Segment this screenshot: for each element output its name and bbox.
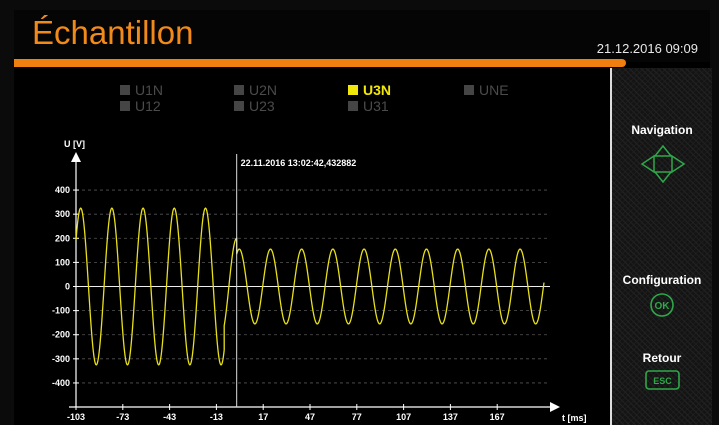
x-tick-label: -13	[210, 412, 223, 422]
header: Échantillon 21.12.2016 09:09	[14, 10, 710, 62]
x-tick-label: -103	[67, 412, 85, 422]
svg-text:OK: OK	[655, 301, 671, 312]
channel-legend: U1N U2N U3N UNE U12 U23 U31	[14, 68, 610, 128]
ok-button-icon[interactable]: OK	[649, 292, 675, 318]
legend-item-u23[interactable]: U23	[234, 98, 275, 114]
x-tick-label: 77	[352, 412, 362, 422]
x-tick-label: 107	[396, 412, 411, 422]
y-tick-label: 200	[55, 233, 70, 243]
y-tick-label: 100	[55, 257, 70, 267]
legend-swatch-icon	[464, 85, 474, 95]
legend-item-u31[interactable]: U31	[348, 98, 389, 114]
legend-swatch-icon	[120, 101, 130, 111]
y-tick-label: 400	[55, 185, 70, 195]
x-tick-label: 47	[305, 412, 315, 422]
x-tick-label: 137	[443, 412, 458, 422]
datetime-display: 21.12.2016 09:09	[596, 41, 698, 56]
legend-swatch-icon	[234, 85, 244, 95]
x-tick-label: -73	[116, 412, 129, 422]
page-title: Échantillon	[32, 14, 194, 51]
legend-item-u2n[interactable]: U2N	[234, 82, 277, 98]
y-tick-label: 0	[65, 282, 70, 292]
y-tick-label: -200	[52, 330, 70, 340]
legend-swatch-icon	[348, 85, 358, 95]
app-frame: Échantillon 21.12.2016 09:09 U1N U2N U3N…	[14, 10, 712, 425]
cursor-timestamp: 22.11.2016 13:02:42,432882	[241, 158, 357, 168]
navigation-label: Navigation	[631, 123, 693, 137]
x-tick-labels: -103 -73 -43 -13 17 47 77 107 137 167	[67, 404, 505, 422]
y-axis-label: U [V]	[64, 139, 85, 149]
function-sidebar: Navigation Configuration OK Retour ESC	[610, 68, 712, 425]
x-axis-label: t [ms]	[562, 413, 587, 423]
y-tick-label: -400	[52, 378, 70, 388]
legend-item-u3n[interactable]: U3N	[348, 82, 391, 98]
chart-grid	[76, 189, 550, 384]
arrow-pad-icon[interactable]	[640, 144, 686, 184]
header-accent-bar	[14, 59, 626, 67]
y-tick-label: -100	[52, 306, 70, 316]
waveform-chart: U1N U2N U3N UNE U12 U23 U31 U [V] t [ms]…	[14, 68, 610, 425]
y-tick-label: 300	[55, 209, 70, 219]
x-tick-label: 167	[490, 412, 505, 422]
y-axis-arrow-icon	[71, 152, 81, 162]
legend-swatch-icon	[120, 85, 130, 95]
y-tick-label: -300	[52, 354, 70, 364]
legend-item-u1n[interactable]: U1N	[120, 82, 163, 98]
x-axis-arrow-icon	[550, 402, 560, 412]
x-tick-label: 17	[258, 412, 268, 422]
legend-swatch-icon	[234, 101, 244, 111]
retour-label: Retour	[642, 351, 682, 365]
x-tick-label: -43	[163, 412, 176, 422]
waveform-plot[interactable]: U [V] t [ms] 22.11.2016 13:02:42,432882 …	[14, 68, 610, 425]
configuration-label: Configuration	[622, 273, 702, 287]
svg-text:ESC: ESC	[653, 376, 672, 386]
series-line-u3n	[75, 207, 545, 366]
chart-axes	[69, 152, 560, 412]
y-tick-labels: 400 300 200 100 0 -100 -200 -300 -400	[52, 185, 79, 388]
legend-swatch-icon	[348, 101, 358, 111]
legend-item-une[interactable]: UNE	[464, 82, 509, 98]
esc-button-icon[interactable]: ESC	[644, 368, 682, 392]
legend-item-u12[interactable]: U12	[120, 98, 161, 114]
